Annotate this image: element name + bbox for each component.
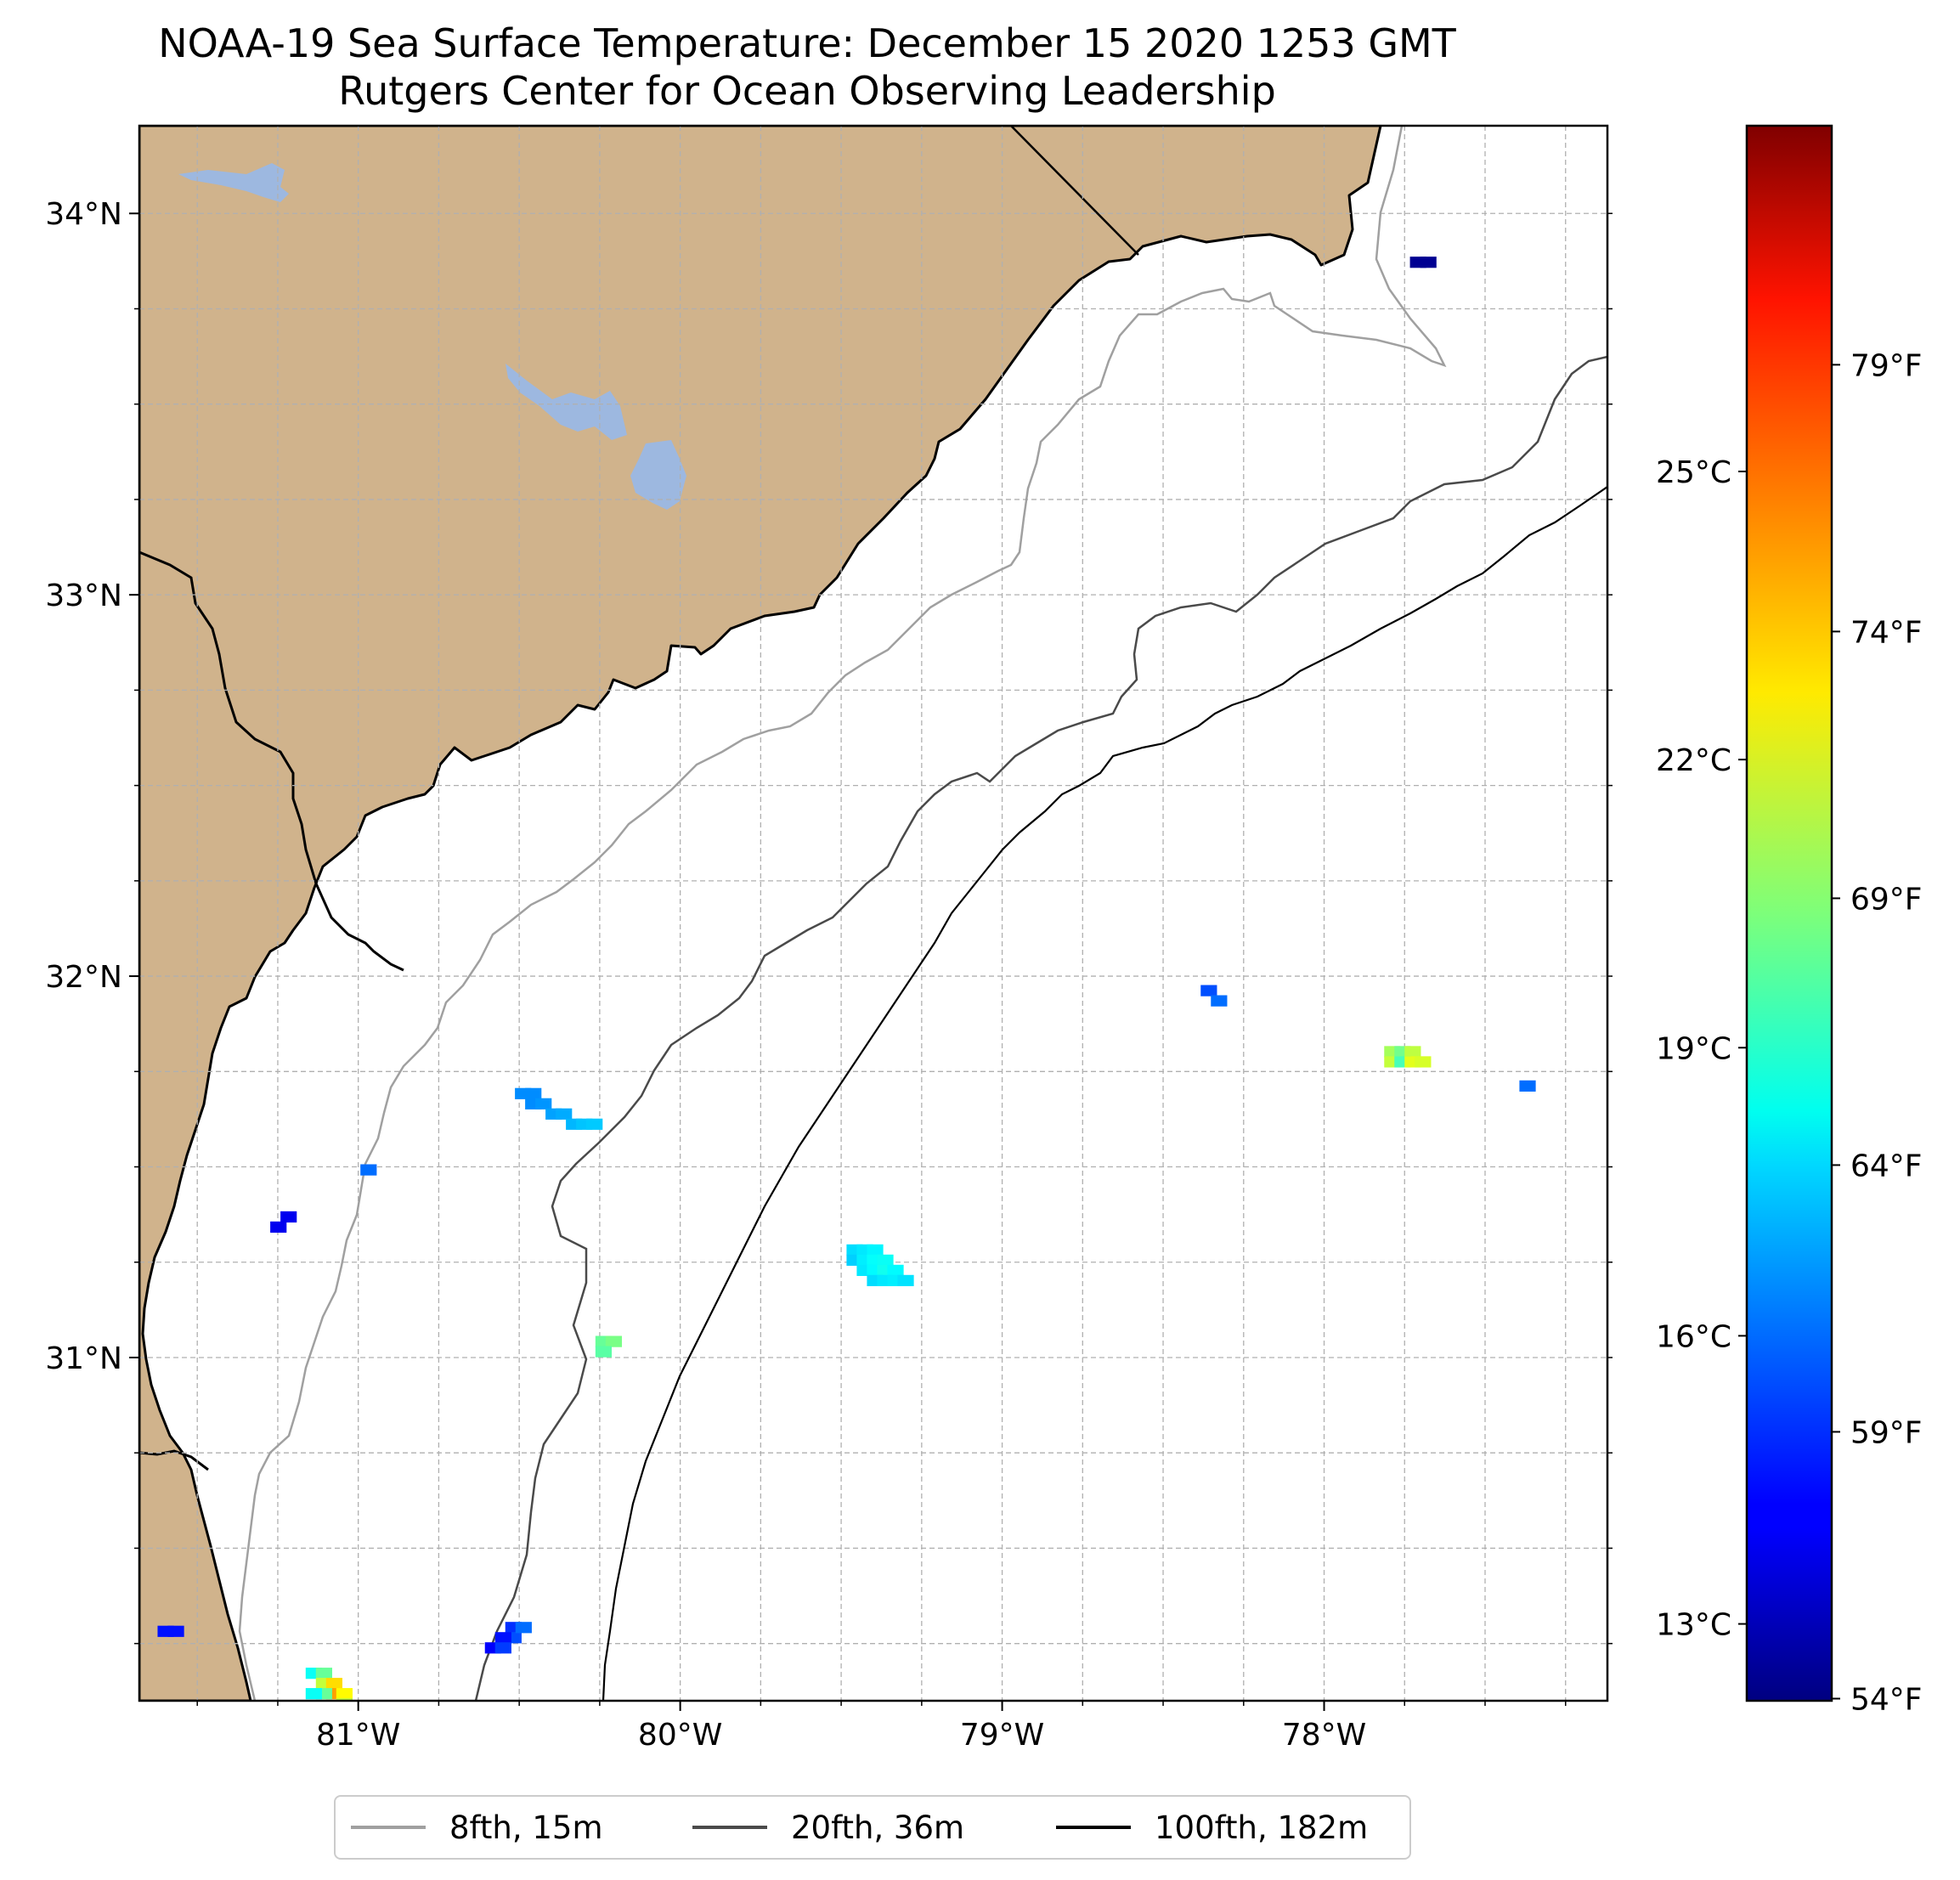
sst-pixel bbox=[167, 1625, 184, 1637]
sst-pixel bbox=[586, 1118, 603, 1130]
lon-tick-label: 80°W bbox=[638, 1718, 722, 1753]
sst-patches bbox=[157, 257, 1536, 1701]
contour-8fth bbox=[238, 126, 1447, 1701]
map-axes: 34°N 33°N 32°N 31°N 81°W 80°W 79°W 78°W bbox=[45, 197, 1613, 1753]
sst-pixel bbox=[887, 1264, 904, 1276]
colorbar-c-label: 25°C bbox=[1656, 455, 1731, 490]
sst-pixel bbox=[595, 1346, 613, 1358]
colorbar-f-label: 59°F bbox=[1850, 1415, 1923, 1450]
contour-100fth bbox=[602, 486, 1607, 1701]
sst-pixel bbox=[1211, 995, 1228, 1007]
colorbar-c-label: 13°C bbox=[1656, 1608, 1731, 1643]
sst-pixel bbox=[360, 1164, 377, 1176]
sst-pixel bbox=[1404, 1046, 1421, 1058]
colorbar-c-label: 22°C bbox=[1656, 743, 1731, 778]
lon-tick-label: 78°W bbox=[1282, 1718, 1366, 1753]
contour-legend: 8fth, 15m 20fth, 36m 100fth, 182m bbox=[334, 1795, 1411, 1860]
legend-swatch-8fth bbox=[351, 1826, 426, 1829]
legend-swatch-100fth bbox=[1056, 1826, 1131, 1829]
legend-label-100fth: 100fth, 182m bbox=[1155, 1809, 1369, 1846]
sst-pixel bbox=[556, 1108, 573, 1120]
sst-pixel bbox=[1200, 985, 1217, 996]
sst-pixel bbox=[325, 1678, 342, 1690]
colorbar-f-label: 64°F bbox=[1850, 1149, 1923, 1183]
colorbar-c-label: 16°C bbox=[1656, 1319, 1731, 1354]
colorbar-f-label: 74°F bbox=[1850, 615, 1923, 650]
sst-pixel bbox=[280, 1211, 297, 1223]
nc-sc-border bbox=[1010, 126, 1139, 256]
sst-pixel bbox=[336, 1698, 353, 1701]
sst-pixel bbox=[525, 1087, 542, 1099]
state-border bbox=[139, 550, 404, 972]
sst-pixel bbox=[494, 1642, 511, 1654]
legend-item-8fth: 8fth, 15m bbox=[351, 1797, 603, 1858]
contour-20fth bbox=[474, 355, 1607, 1701]
colorbar-f-label: 79°F bbox=[1850, 348, 1923, 383]
lat-tick-label: 34°N bbox=[45, 197, 122, 232]
sst-pixel bbox=[1420, 257, 1437, 268]
lake bbox=[630, 440, 686, 510]
legend-item-100fth: 100fth, 182m bbox=[1056, 1797, 1368, 1858]
colorbar bbox=[1745, 124, 1833, 1702]
sst-pixel bbox=[605, 1335, 623, 1347]
lake bbox=[506, 364, 627, 440]
sst-pixel bbox=[877, 1254, 894, 1266]
map-frame bbox=[138, 124, 1609, 1702]
lon-tick-label: 79°W bbox=[960, 1718, 1044, 1753]
legend-label-20fth: 20fth, 36m bbox=[791, 1809, 965, 1846]
sst-pixel bbox=[270, 1221, 287, 1234]
sst-pixel bbox=[535, 1098, 552, 1109]
sst-pixel bbox=[315, 1668, 332, 1680]
gridlines bbox=[139, 126, 1607, 1701]
land bbox=[139, 126, 1382, 1701]
sst-pixel bbox=[867, 1244, 884, 1256]
sst-pixel bbox=[336, 1688, 353, 1700]
colorbar-labels: 25°C 22°C 19°C 16°C 13°C 79°F 74°F 69°F 64°F 59°F… bbox=[1656, 348, 1922, 1717]
legend-item-20fth: 20fth, 36m bbox=[692, 1797, 964, 1858]
colorbar-f-label: 69°F bbox=[1850, 882, 1923, 917]
lat-tick-label: 32°N bbox=[45, 960, 122, 995]
lat-tick-label: 31°N bbox=[45, 1341, 122, 1376]
map-subtitle: Rutgers Center for Ocean Observing Leade… bbox=[338, 68, 1276, 114]
lake bbox=[178, 163, 289, 202]
colorbar-c-label: 19°C bbox=[1656, 1031, 1731, 1066]
map-title: NOAA-19 Sea Surface Temperature: Decembe… bbox=[158, 20, 1456, 66]
legend-label-8fth: 8fth, 15m bbox=[449, 1809, 603, 1846]
lat-tick-label: 33°N bbox=[45, 579, 122, 613]
sst-pixel bbox=[305, 1688, 322, 1700]
legend-swatch-20fth bbox=[692, 1826, 767, 1829]
lon-tick-label: 81°W bbox=[316, 1718, 400, 1753]
colorbar-f-label: 54°F bbox=[1850, 1682, 1923, 1717]
sst-pixel bbox=[515, 1622, 532, 1634]
sst-pixel bbox=[494, 1632, 511, 1644]
sst-pixel bbox=[1415, 1056, 1432, 1068]
sst-pixel bbox=[1519, 1080, 1536, 1092]
sst-pixel bbox=[897, 1274, 914, 1286]
